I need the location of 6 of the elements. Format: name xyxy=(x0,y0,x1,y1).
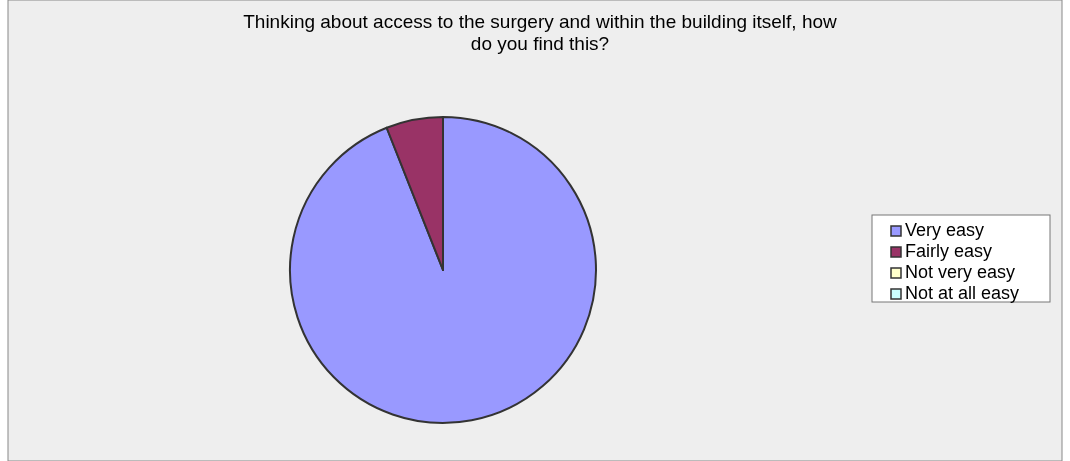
chart-title: Thinking about access to the surgery and within the building itself, how do you find this? xyxy=(243,11,838,54)
legend-label: Not very easy xyxy=(905,262,1016,282)
legend-label: Fairly easy xyxy=(905,241,993,261)
pie-slice xyxy=(289,116,597,424)
legend-label: Not at all easy xyxy=(905,283,1020,303)
legend-label: Very easy xyxy=(905,220,985,240)
